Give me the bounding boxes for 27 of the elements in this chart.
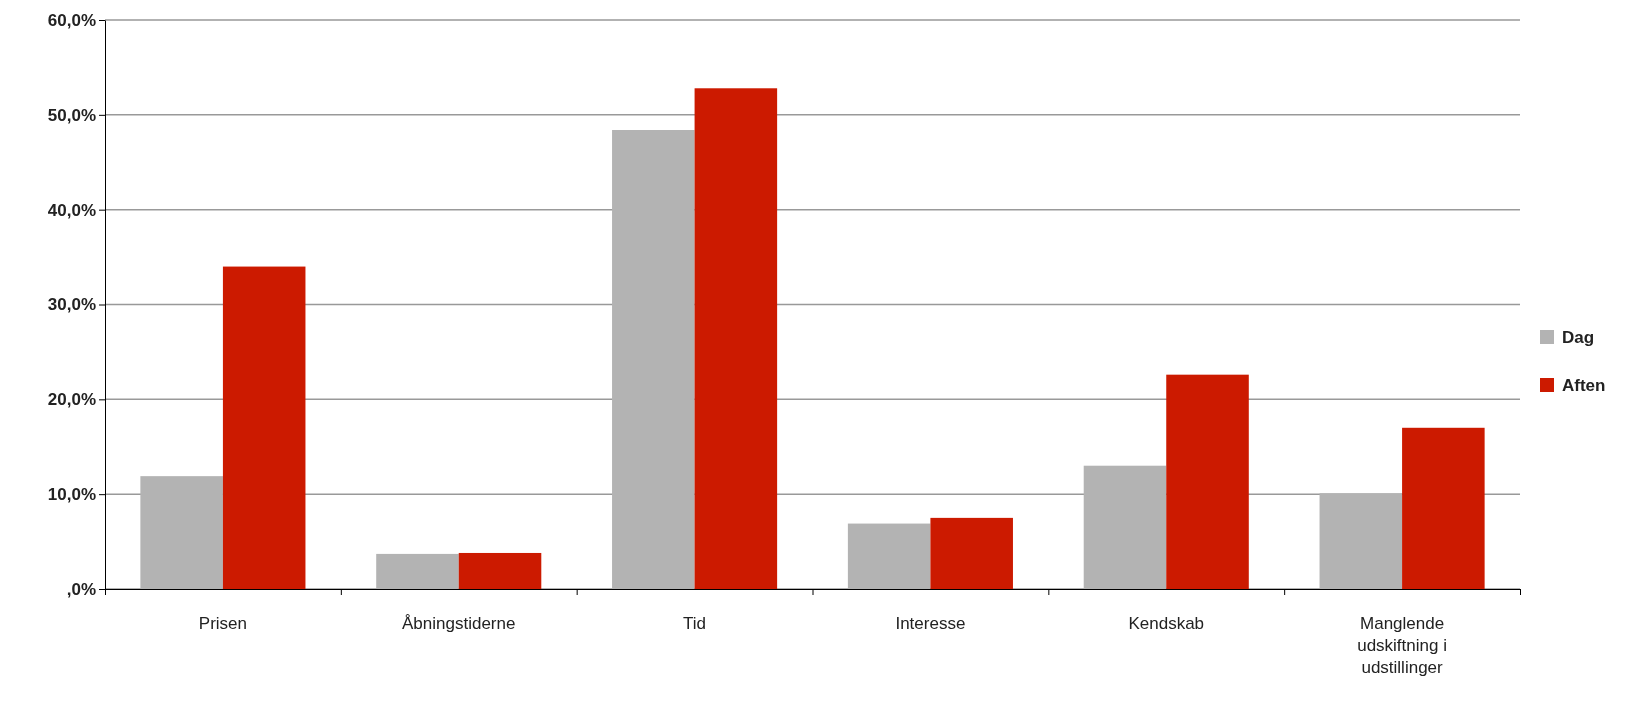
bar xyxy=(1319,493,1403,589)
legend-label: Dag xyxy=(1562,328,1595,347)
y-tick-label: 20,0% xyxy=(47,390,96,410)
bar xyxy=(376,553,459,589)
x-tick-label: Kendskab xyxy=(1128,614,1205,633)
bar xyxy=(694,88,778,589)
x-tick-label: Interesse xyxy=(895,614,966,633)
bar xyxy=(930,517,1013,589)
bar xyxy=(847,523,931,589)
x-tick-label: Tid xyxy=(683,614,707,633)
bar xyxy=(1166,374,1249,589)
bar xyxy=(140,476,223,589)
x-tick-label: Åbningstiderne xyxy=(402,614,516,633)
y-tick-label: 10,0% xyxy=(47,485,96,505)
y-tick-label: ,0% xyxy=(66,579,96,599)
bar xyxy=(612,130,695,589)
x-tick-label: Prisen xyxy=(198,614,248,633)
bar xyxy=(458,552,542,589)
y-tick-label: 60,0% xyxy=(47,10,96,30)
y-tick-label: 50,0% xyxy=(47,105,96,125)
legend-label: Aften xyxy=(1562,376,1606,395)
y-tick-label: 30,0% xyxy=(47,295,96,315)
bar xyxy=(222,266,306,589)
bar xyxy=(1402,427,1485,589)
x-tick-label: Manglende udskiftning i udstillinger xyxy=(1357,614,1447,677)
y-tick-label: 40,0% xyxy=(47,200,96,220)
bar xyxy=(1083,465,1167,589)
